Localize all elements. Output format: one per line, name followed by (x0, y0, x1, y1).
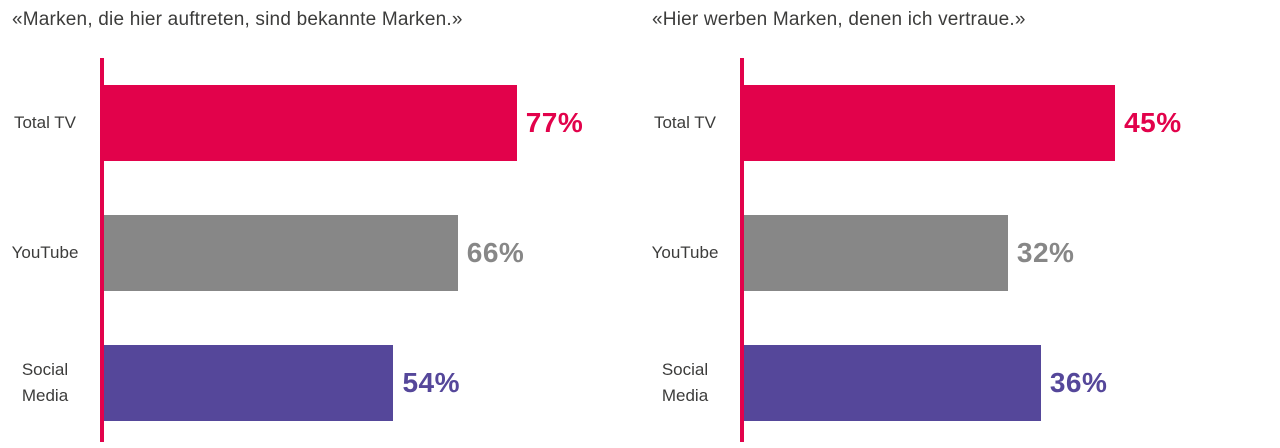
bar-row: Total TV 45% (640, 58, 1280, 188)
value-label: 32% (1016, 237, 1075, 268)
bar (104, 85, 517, 161)
chart-body-left: Total TV 77% YouTube 66% Social Media 54% (0, 58, 640, 448)
bar-area: 66% (104, 215, 640, 291)
bar-area: 32% (744, 215, 1280, 291)
category-label: Social Media (21, 360, 69, 405)
bar-area: 77% (104, 85, 640, 161)
bar-row: Total TV 77% (0, 58, 640, 188)
chart-body-right: Total TV 45% YouTube 32% Social Media 36% (640, 58, 1280, 448)
bar (104, 215, 458, 291)
bar-row: Social Media 54% (0, 318, 640, 448)
chart-panel-right: «Hier werben Marken, denen ich vertraue.… (640, 0, 1280, 448)
category-label: YouTube (11, 243, 79, 262)
value-label: 36% (1049, 367, 1108, 398)
category-label: Total TV (653, 113, 717, 132)
bar (744, 345, 1041, 421)
bar-area: 45% (744, 85, 1280, 161)
y-axis-line (740, 58, 744, 442)
category-label: YouTube (651, 243, 719, 262)
value-label: 45% (1124, 107, 1182, 138)
chart-title-left: «Marken, die hier auftreten, sind bekann… (12, 9, 463, 30)
bar-row: Social Media 36% (640, 318, 1280, 448)
chart-panel-left: «Marken, die hier auftreten, sind bekann… (0, 9, 640, 448)
bar (744, 85, 1116, 161)
value-label: 77% (525, 107, 584, 138)
category-label: Social Media (661, 360, 709, 405)
bar-row: YouTube 66% (0, 188, 640, 318)
y-axis-line (100, 58, 104, 442)
bar-area: 36% (744, 345, 1280, 421)
bar (104, 345, 394, 421)
bar (744, 215, 1008, 291)
bar-area: 54% (104, 345, 640, 421)
bar-row: YouTube 32% (640, 188, 1280, 318)
value-label: 54% (402, 367, 460, 398)
chart-title-right: «Hier werben Marken, denen ich vertraue.… (652, 9, 1026, 30)
value-label: 66% (466, 237, 525, 268)
category-label: Total TV (13, 113, 77, 132)
